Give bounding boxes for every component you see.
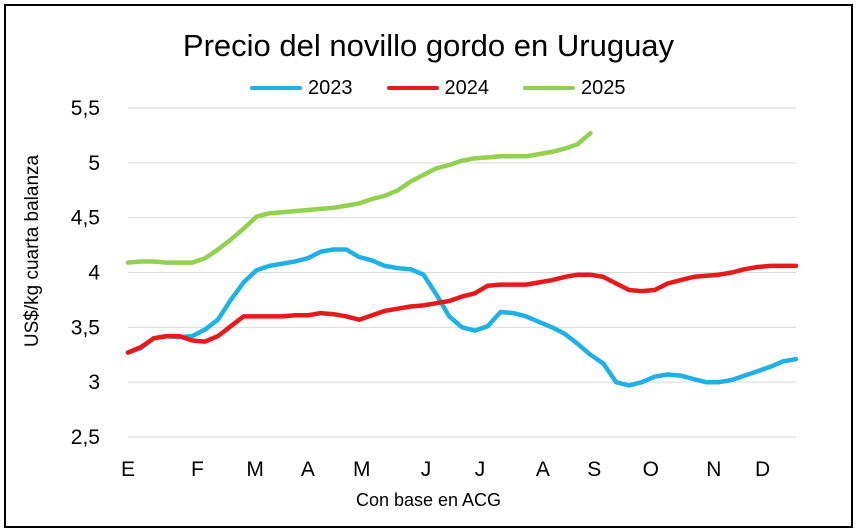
legend-swatch-2024 [386,86,439,90]
x-tick-label: M [246,458,264,481]
legend-item-2025: 2025 [523,77,626,100]
chart-frame [4,4,853,528]
x-axis-label: Con base en ACG [355,490,502,510]
x-tick-label: N [706,458,721,481]
y-tick-label: 2,5 [71,426,100,449]
y-tick-label: 4 [88,262,100,285]
x-tick-label: D [755,458,770,481]
x-tick-label: A [536,458,550,481]
chart-legend: 2023 2024 2025 [250,76,660,100]
x-tick-label: M [353,458,371,481]
x-tick-label: E [121,458,135,481]
x-tick-label: O [643,458,659,481]
legend-label-2025: 2025 [581,76,626,99]
y-tick-label: 3,5 [71,316,100,339]
legend-item-2023: 2023 [250,77,353,100]
y-tick-label: 4,5 [71,207,100,230]
legend-item-2024: 2024 [386,76,490,100]
series-line-2025 [125,130,593,265]
y-tick-label: 3 [88,371,100,394]
series-line-2023 [125,247,799,388]
x-tick-label: J [475,458,486,481]
x-tick-label: S [587,458,601,481]
series-line-2024 [125,263,799,355]
chart-title: Precio del novillo gordo en Uruguay [182,28,675,63]
legend-swatch-2023 [250,86,302,90]
y-tick-label: 5 [88,152,100,175]
legend-label-2023: 2023 [308,76,353,99]
legend-label-2024: 2024 [444,76,490,99]
x-tick-label: J [421,458,432,481]
x-tick-label: A [301,458,315,481]
legend-swatch-2025 [523,86,575,90]
x-tick-label: F [191,458,204,481]
y-tick-label: 5,5 [71,97,100,120]
